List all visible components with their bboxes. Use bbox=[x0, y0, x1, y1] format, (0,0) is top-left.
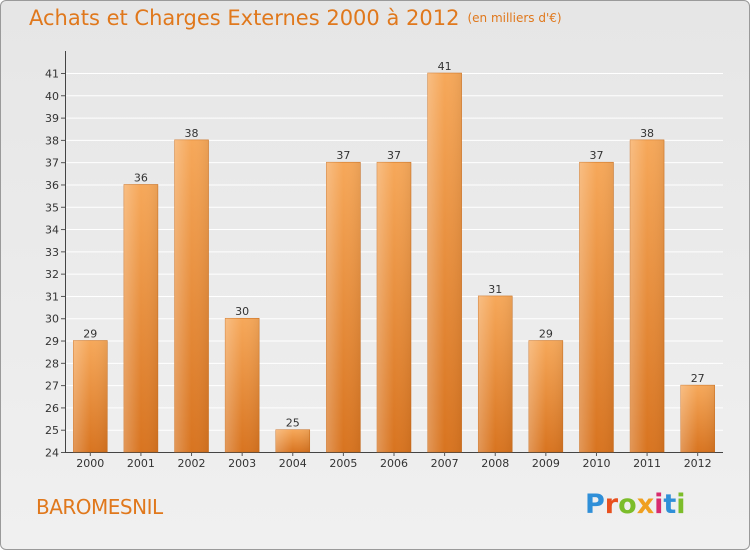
x-tick-label: 2005 bbox=[329, 457, 357, 470]
chart-title: Achats et Charges Externes 2000 à 2012 (e… bbox=[29, 6, 562, 30]
data-label: 37 bbox=[387, 149, 401, 162]
logo-letter: i bbox=[654, 489, 664, 520]
y-tick-label: 25 bbox=[45, 424, 59, 437]
bar-shading bbox=[225, 318, 260, 452]
data-label: 38 bbox=[640, 127, 654, 140]
y-tick-label: 37 bbox=[45, 157, 59, 170]
bar-shading bbox=[528, 340, 563, 452]
x-tick-label: 2011 bbox=[633, 457, 661, 470]
data-label: 38 bbox=[185, 127, 199, 140]
y-tick-label: 34 bbox=[45, 224, 59, 237]
chart-title-text: Achats et Charges Externes 2000 à 2012 bbox=[29, 6, 460, 30]
y-tick-label: 27 bbox=[45, 380, 59, 393]
logo-letter: t bbox=[663, 489, 677, 520]
data-label: 30 bbox=[235, 305, 249, 318]
y-tick-label: 28 bbox=[45, 357, 59, 370]
y-tick-label: 24 bbox=[45, 447, 59, 460]
chart-subtitle: (en milliers d'€) bbox=[467, 11, 562, 25]
bar-chart: 24 25 26 27 28 29 30 31 32 33 34 35 36 37 38 39 40 41 29 20… bbox=[45, 51, 723, 470]
y-tick-label: 31 bbox=[45, 290, 59, 303]
y-tick-label: 33 bbox=[45, 246, 59, 259]
y-tick-label: 36 bbox=[45, 179, 59, 192]
bar-shading bbox=[478, 295, 513, 452]
bars bbox=[73, 72, 715, 453]
data-label: 41 bbox=[438, 60, 452, 73]
data-label: 37 bbox=[336, 149, 350, 162]
y-tick-label: 41 bbox=[45, 68, 59, 81]
labels: 24 25 26 27 28 29 30 31 32 33 34 35 36 37 38 39 40 41 29 20… bbox=[45, 60, 712, 470]
data-label: 29 bbox=[83, 328, 97, 341]
logo-letter: r bbox=[604, 489, 619, 520]
data-label: 37 bbox=[589, 149, 603, 162]
bar-shading bbox=[377, 162, 411, 453]
y-tick-label: 38 bbox=[45, 134, 59, 147]
x-tick-label: 2010 bbox=[582, 457, 610, 470]
x-tick-label: 2006 bbox=[380, 457, 408, 470]
logo-letter: x bbox=[636, 489, 655, 520]
bar-shading bbox=[275, 429, 310, 452]
x-tick-label: 2000 bbox=[76, 457, 104, 470]
bar-shading bbox=[73, 340, 108, 452]
x-tick-label: 2001 bbox=[127, 457, 155, 470]
bar-shading bbox=[326, 162, 361, 453]
x-tick-label: 2008 bbox=[481, 457, 509, 470]
proxiti-logo[interactable]: Proxiti bbox=[585, 489, 686, 520]
y-tick-label: 40 bbox=[45, 90, 59, 103]
bar-shading bbox=[680, 385, 715, 452]
data-label: 36 bbox=[134, 171, 148, 184]
y-tick-label: 29 bbox=[45, 335, 59, 348]
logo-letter: o bbox=[618, 489, 637, 520]
x-tick-label: 2009 bbox=[532, 457, 560, 470]
data-label: 29 bbox=[539, 328, 553, 341]
y-tick-label: 30 bbox=[45, 313, 59, 326]
x-tick-label: 2003 bbox=[228, 457, 256, 470]
bar-shading bbox=[427, 73, 462, 452]
x-tick-label: 2007 bbox=[431, 457, 459, 470]
data-label: 27 bbox=[691, 372, 705, 385]
y-tick-label: 35 bbox=[45, 201, 59, 214]
bar-shading bbox=[174, 139, 209, 452]
x-tick-label: 2012 bbox=[684, 457, 712, 470]
y-tick-label: 39 bbox=[45, 112, 59, 125]
commune-name: BAROMESNIL bbox=[36, 495, 163, 519]
x-tick-label: 2004 bbox=[279, 457, 307, 470]
y-tick-label: 32 bbox=[45, 268, 59, 281]
axes bbox=[61, 51, 723, 456]
logo-letter: P bbox=[585, 489, 605, 520]
y-tick-label: 26 bbox=[45, 402, 59, 415]
logo-letter: i bbox=[676, 489, 686, 520]
data-label: 31 bbox=[488, 283, 502, 296]
bar-shading bbox=[579, 162, 614, 453]
bar-shading bbox=[630, 139, 665, 452]
x-tick-label: 2002 bbox=[178, 457, 206, 470]
bar-shading bbox=[123, 184, 158, 452]
data-label: 25 bbox=[286, 417, 300, 430]
